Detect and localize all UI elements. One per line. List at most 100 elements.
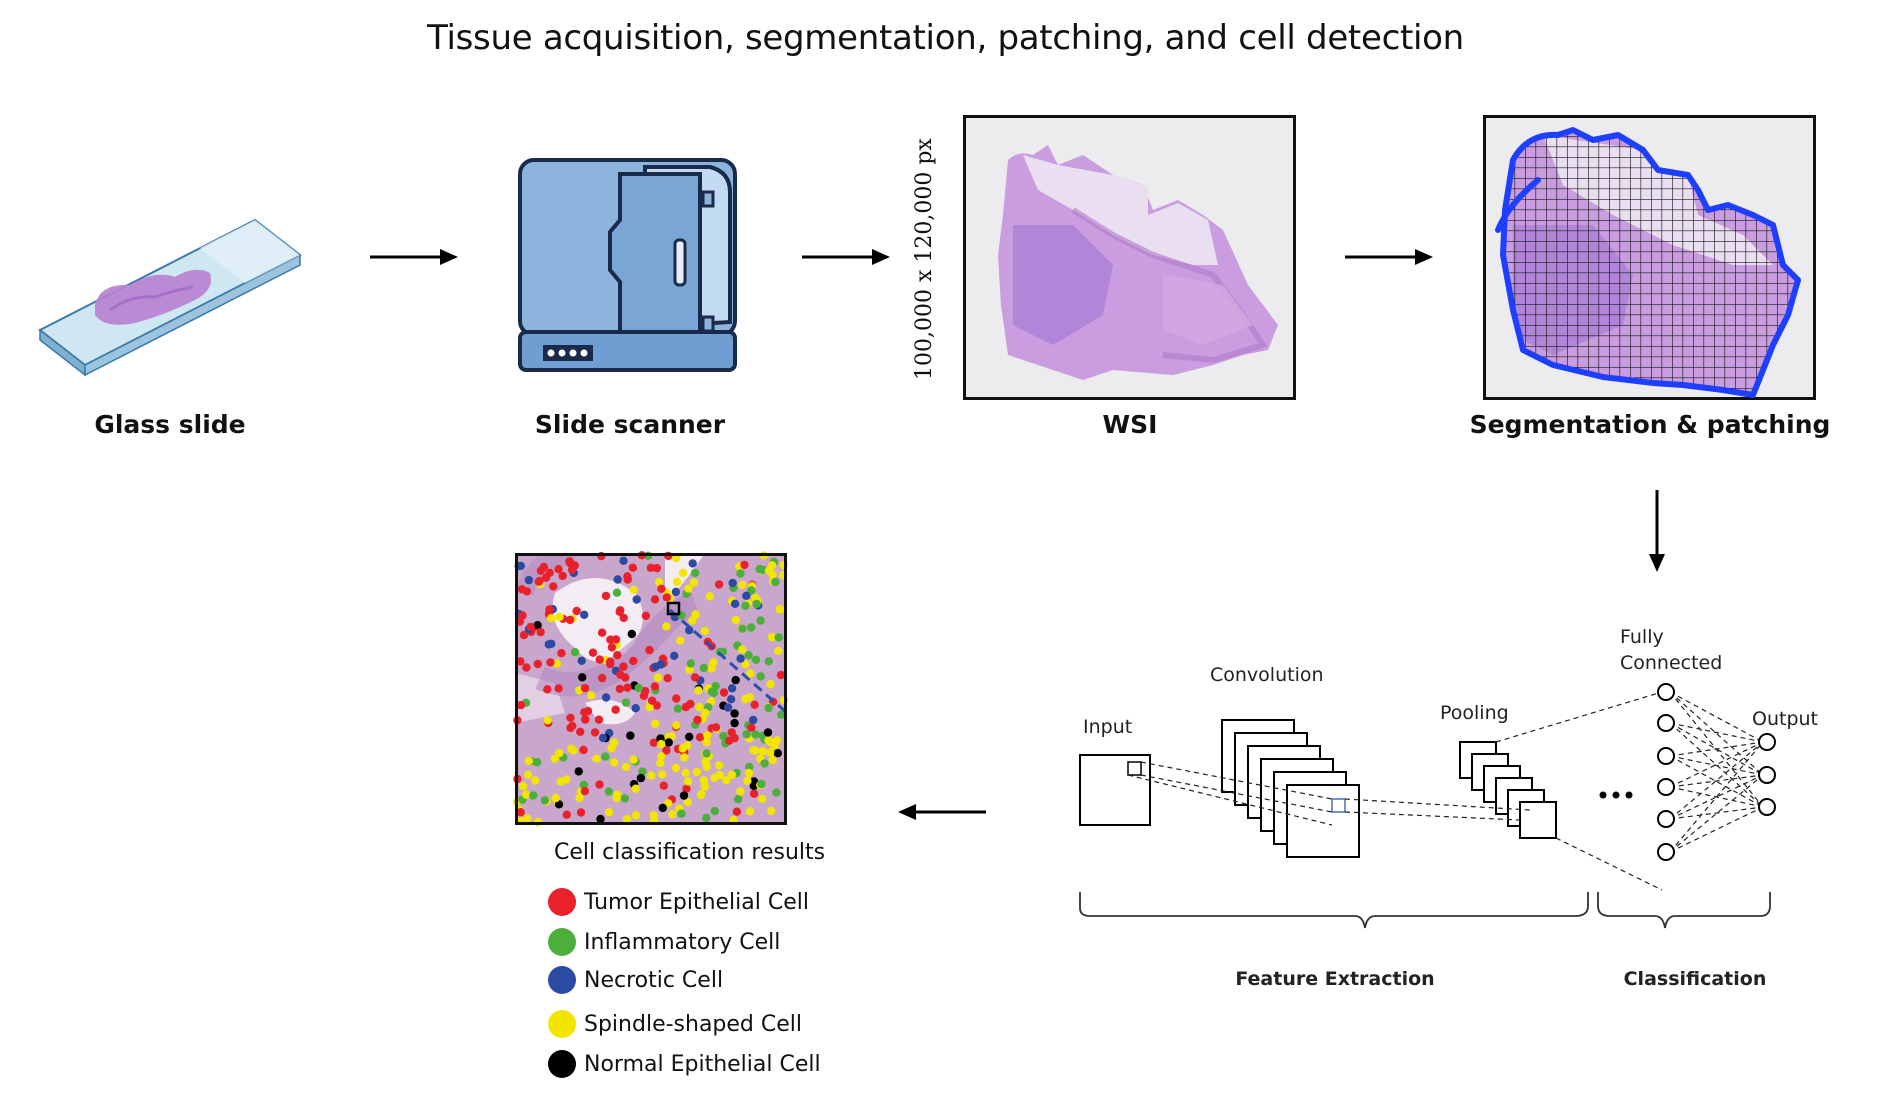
cell-dot <box>764 703 773 713</box>
cell-dot <box>738 624 747 633</box>
cell-dot <box>722 776 731 785</box>
cell-dot <box>678 744 687 753</box>
blue-dot-icon <box>548 966 576 994</box>
slide-scanner-label: Slide scanner <box>534 410 726 439</box>
wsi-dimensions-label: 100,000 x 120,000 px <box>912 138 937 380</box>
cell-dot <box>619 556 628 565</box>
cell-dot <box>549 582 558 591</box>
cnn-convolution-label: Convolution <box>1210 664 1324 686</box>
cell-dot <box>590 728 600 737</box>
cell-dot <box>578 673 587 682</box>
cell-dot <box>646 563 655 572</box>
cell-dot <box>586 691 596 700</box>
cell-dot <box>776 710 786 719</box>
cell-dot <box>662 622 671 631</box>
cell-dot <box>554 684 563 693</box>
cell-dot <box>747 623 756 632</box>
cell-dot <box>736 787 745 796</box>
cell-dot <box>518 782 528 791</box>
cell-dot <box>700 626 709 636</box>
cell-dot <box>623 683 632 692</box>
cell-dot <box>658 803 667 813</box>
cell-dot <box>623 572 632 581</box>
cell-dot <box>772 736 782 745</box>
cell-dot <box>657 584 666 593</box>
cell-dot <box>736 654 745 663</box>
cell-dot <box>679 791 689 800</box>
cell-dot <box>686 659 695 668</box>
cell-dot <box>604 787 614 796</box>
cell-dot <box>689 578 699 587</box>
cell-dot <box>610 758 619 767</box>
cell-dot <box>771 577 780 587</box>
cnn-connected-label: Connected <box>1620 652 1723 674</box>
cell-dot <box>773 749 782 758</box>
cell-dot <box>656 758 665 768</box>
cell-dot <box>683 777 693 786</box>
cell-dot <box>516 808 525 817</box>
cell-dot <box>539 562 548 572</box>
cell-dot <box>540 796 550 805</box>
cell-dot <box>533 757 542 767</box>
cnn-output-label: Output <box>1752 708 1818 730</box>
cell-dot <box>741 601 750 610</box>
cell-dot <box>683 797 692 807</box>
cell-dot <box>529 791 538 800</box>
cell-dot <box>751 655 761 664</box>
cell-dot <box>702 762 711 772</box>
cell-dot <box>606 635 615 644</box>
cell-dot <box>518 611 527 620</box>
cell-dot <box>622 814 632 824</box>
cell-dot <box>664 738 673 747</box>
cell-dot <box>650 595 660 604</box>
cell-dot <box>543 685 552 694</box>
cell-dot <box>601 693 611 702</box>
cell-dot <box>628 563 638 572</box>
cell-dot <box>776 605 785 614</box>
cell-dot <box>516 657 525 666</box>
cell-dot <box>742 730 751 739</box>
cell-dot <box>562 810 571 819</box>
cell-dot <box>580 787 590 796</box>
cell-dot <box>632 595 641 604</box>
cell-dot <box>524 756 534 766</box>
cell-dot <box>574 767 583 776</box>
cell-dot <box>583 706 593 716</box>
cell-dot <box>745 762 754 772</box>
cnn-diagram <box>1079 683 1776 929</box>
cell-dot <box>677 809 686 818</box>
cell-dot <box>521 790 531 799</box>
cell-dot <box>682 784 691 793</box>
cell-dot <box>758 565 767 575</box>
cell-dot <box>611 705 620 714</box>
cell-dot <box>615 684 625 694</box>
cell-dot <box>516 700 526 710</box>
cell-dot <box>731 615 741 625</box>
cell-dot <box>730 718 739 728</box>
cell-dot <box>681 702 691 712</box>
cell-dot <box>731 675 740 685</box>
arrow-right-icon <box>802 249 890 265</box>
cell-dot <box>621 698 631 707</box>
cell-dot <box>667 732 676 741</box>
cell-dot <box>695 733 705 742</box>
cell-dot <box>747 586 756 595</box>
cell-dot <box>629 656 638 666</box>
cell-dot <box>758 794 767 804</box>
cell-dot <box>577 656 586 665</box>
cell-dot <box>523 814 532 823</box>
cell-dot <box>641 611 651 620</box>
cell-dot <box>690 673 700 682</box>
cell-dot <box>707 687 716 696</box>
arrow-right-icon <box>1345 249 1433 265</box>
cell-dot <box>673 704 683 713</box>
cell-dot <box>750 700 759 709</box>
cell-dot <box>596 814 605 824</box>
cell-dot <box>519 630 529 640</box>
cell-dot <box>744 768 754 778</box>
cell-dot <box>598 733 608 743</box>
cell-dot <box>657 739 666 749</box>
cell-dot <box>580 610 589 619</box>
cell-dot <box>576 808 586 817</box>
cnn-input-label: Input <box>1083 716 1133 738</box>
